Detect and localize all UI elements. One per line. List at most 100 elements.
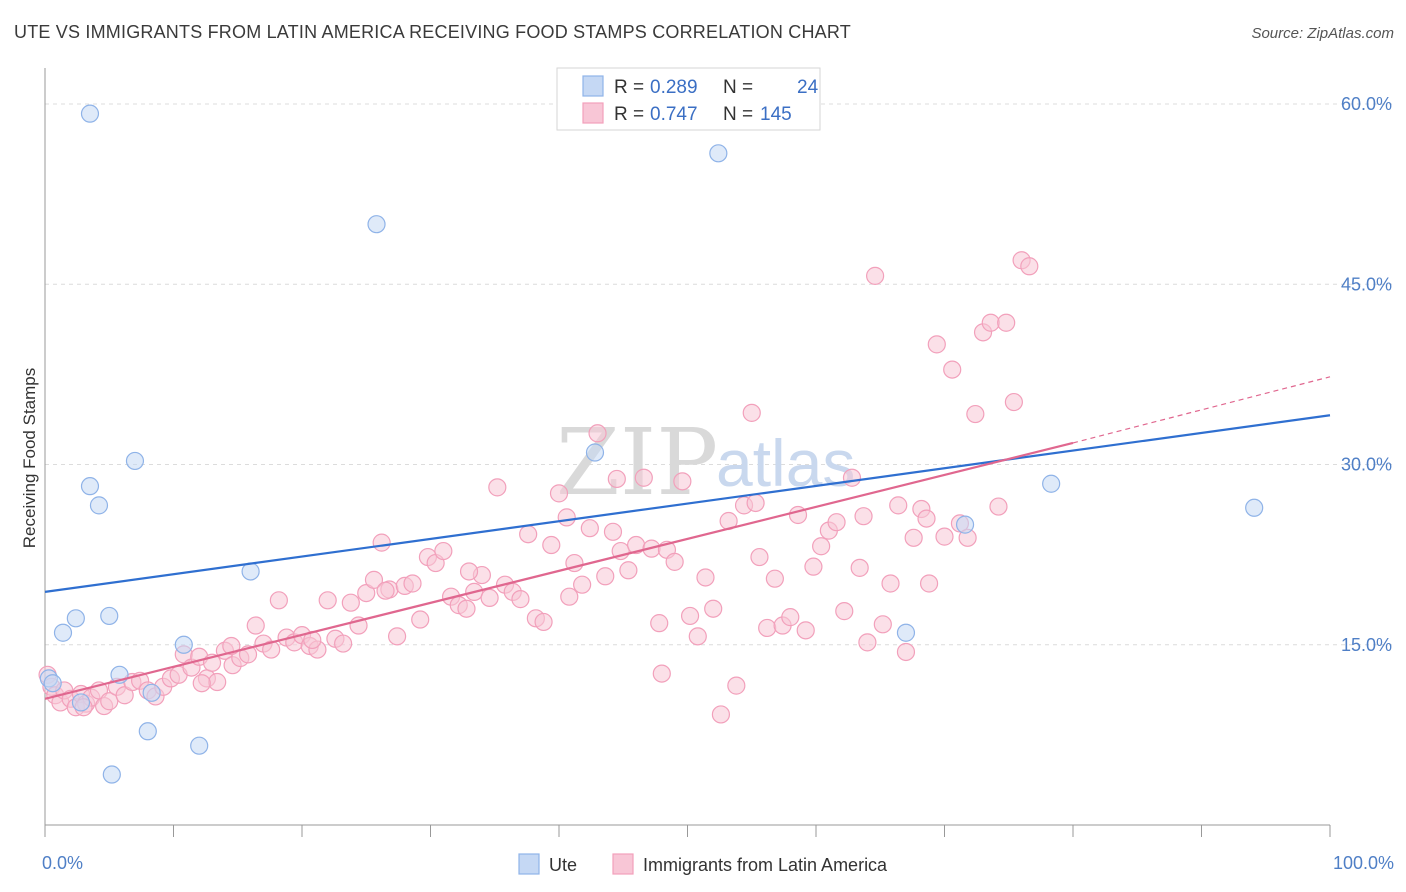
latin-america-point-144 (607, 469, 626, 489)
latin-america-point-87 (673, 472, 692, 491)
ute-point-2 (367, 215, 386, 234)
latin-america-point-142 (854, 507, 873, 526)
latin-america-point-48 (372, 533, 391, 552)
chart-title: UTE VS IMMIGRANTS FROM LATIN AMERICA REC… (14, 22, 851, 42)
latin-america-point-47 (364, 570, 384, 589)
latin-america-point-115 (889, 496, 908, 515)
y-tick-label-3: 60.0% (1341, 94, 1392, 114)
latin-america-point-117 (904, 528, 923, 547)
latin-america-point-12 (100, 692, 119, 711)
legend-latin-r-value: 0.747 (650, 104, 698, 125)
latin-america-point-84 (650, 614, 669, 633)
trend-lines (44, 376, 1331, 700)
latin-america-point-139 (560, 587, 579, 606)
latin-america-point-76 (588, 424, 607, 443)
latin-america-point-140 (652, 664, 671, 683)
watermark-atlas: atlas (716, 426, 855, 500)
ute-point-15 (896, 623, 916, 642)
x-tick-label-max: 100.0% (1333, 853, 1394, 873)
latin-america-point-110 (850, 558, 869, 577)
ute-point-20 (142, 683, 161, 702)
latin-america-point-71 (549, 484, 569, 503)
latin-america-point-63 (488, 478, 507, 497)
legend-ute-n-value: 24 (797, 77, 819, 98)
latin-america-point-120 (927, 335, 946, 354)
latin-america-point-122 (943, 360, 962, 379)
legend-latin-n-label: N = (723, 104, 753, 125)
latin-america-point-59 (457, 599, 476, 618)
latin-america-point-119 (919, 574, 939, 593)
legend-bottom-swatch-latin (612, 853, 634, 875)
y-axis-label: Receiving Food Stamps (20, 368, 39, 548)
latin-america-point-75 (580, 519, 599, 538)
latin-america-point-78 (603, 522, 623, 541)
latin-america-point-66 (511, 590, 530, 609)
ute-point-1 (709, 144, 728, 163)
ute-point-11 (66, 609, 85, 628)
latin-america-point-132 (1020, 257, 1039, 276)
latin-america-point-98 (758, 618, 777, 638)
ute-point-7 (1245, 498, 1264, 517)
latin-america-point-101 (781, 608, 800, 627)
y-tick-label-0: 15.0% (1341, 635, 1392, 655)
watermark: ZIP atlas (556, 409, 855, 516)
ute-point-8 (1042, 474, 1061, 493)
latin-america-point-116 (896, 642, 916, 662)
chart-source: Source: ZipAtlas.com (1251, 25, 1394, 42)
legend-latin-r-label: R = (614, 104, 644, 125)
trend-line-ute (44, 414, 1331, 593)
latin-america-point-134 (192, 674, 211, 693)
ute-point-5 (89, 496, 109, 515)
ute-point-21 (138, 722, 157, 741)
latin-america-point-53 (411, 610, 430, 629)
legend-ute-n-label: N = (723, 77, 753, 98)
latin-america-point-80 (619, 561, 638, 580)
ute-point-12 (53, 623, 73, 642)
latin-america-point-74 (573, 575, 592, 594)
latin-america-point-32 (246, 616, 265, 635)
latin-america-point-44 (341, 593, 360, 612)
legend-swatch-ute (582, 75, 604, 97)
series-ute-points (39, 104, 1264, 784)
latin-america-point-35 (269, 591, 288, 610)
latin-america-point-34 (262, 640, 281, 659)
latin-america-point-107 (827, 513, 846, 532)
ute-point-3 (80, 477, 100, 496)
latin-america-point-114 (881, 574, 900, 593)
x-tick-label-min: 0.0% (42, 853, 83, 873)
latin-america-point-104 (804, 557, 823, 576)
series-latin-america-points (38, 251, 1039, 724)
latin-america-point-90 (696, 568, 715, 587)
latin-america-point-97 (750, 547, 769, 567)
ute-point-4 (125, 451, 145, 471)
latin-america-point-94 (727, 676, 746, 695)
ute-point-9 (955, 515, 975, 534)
latin-america-point-43 (334, 634, 353, 653)
latin-america-point-41 (318, 591, 337, 610)
legend-ute-r-label: R = (614, 77, 644, 98)
ute-point-22 (190, 736, 209, 755)
latin-america-point-141 (746, 493, 765, 513)
latin-america-point-121 (935, 527, 954, 546)
latin-america-point-99 (765, 569, 784, 588)
latin-america-point-138 (459, 562, 479, 581)
latin-america-point-89 (688, 627, 707, 646)
latin-america-point-143 (917, 509, 936, 528)
legend-bottom-swatch-ute (518, 853, 540, 875)
legend-bottom-label-ute: Ute (549, 855, 577, 875)
latin-america-point-82 (634, 468, 653, 487)
ute-point-17 (43, 674, 62, 693)
latin-america-point-77 (596, 567, 615, 586)
ute-point-18 (71, 693, 91, 712)
legend-bottom: Ute Immigrants from Latin America (518, 853, 888, 875)
legend-ute-r-value: 0.289 (650, 77, 698, 98)
latin-america-point-135 (222, 636, 241, 656)
ute-point-14 (174, 635, 193, 654)
latin-america-point-88 (680, 606, 700, 626)
ute-point-13 (100, 606, 119, 626)
y-axis-tick-labels: 15.0% 30.0% 45.0% 60.0% (1341, 94, 1392, 655)
ute-point-6 (585, 443, 605, 462)
latin-america-point-92 (711, 705, 731, 724)
latin-america-point-56 (434, 541, 453, 561)
trend-line-latin-america (44, 441, 1074, 700)
